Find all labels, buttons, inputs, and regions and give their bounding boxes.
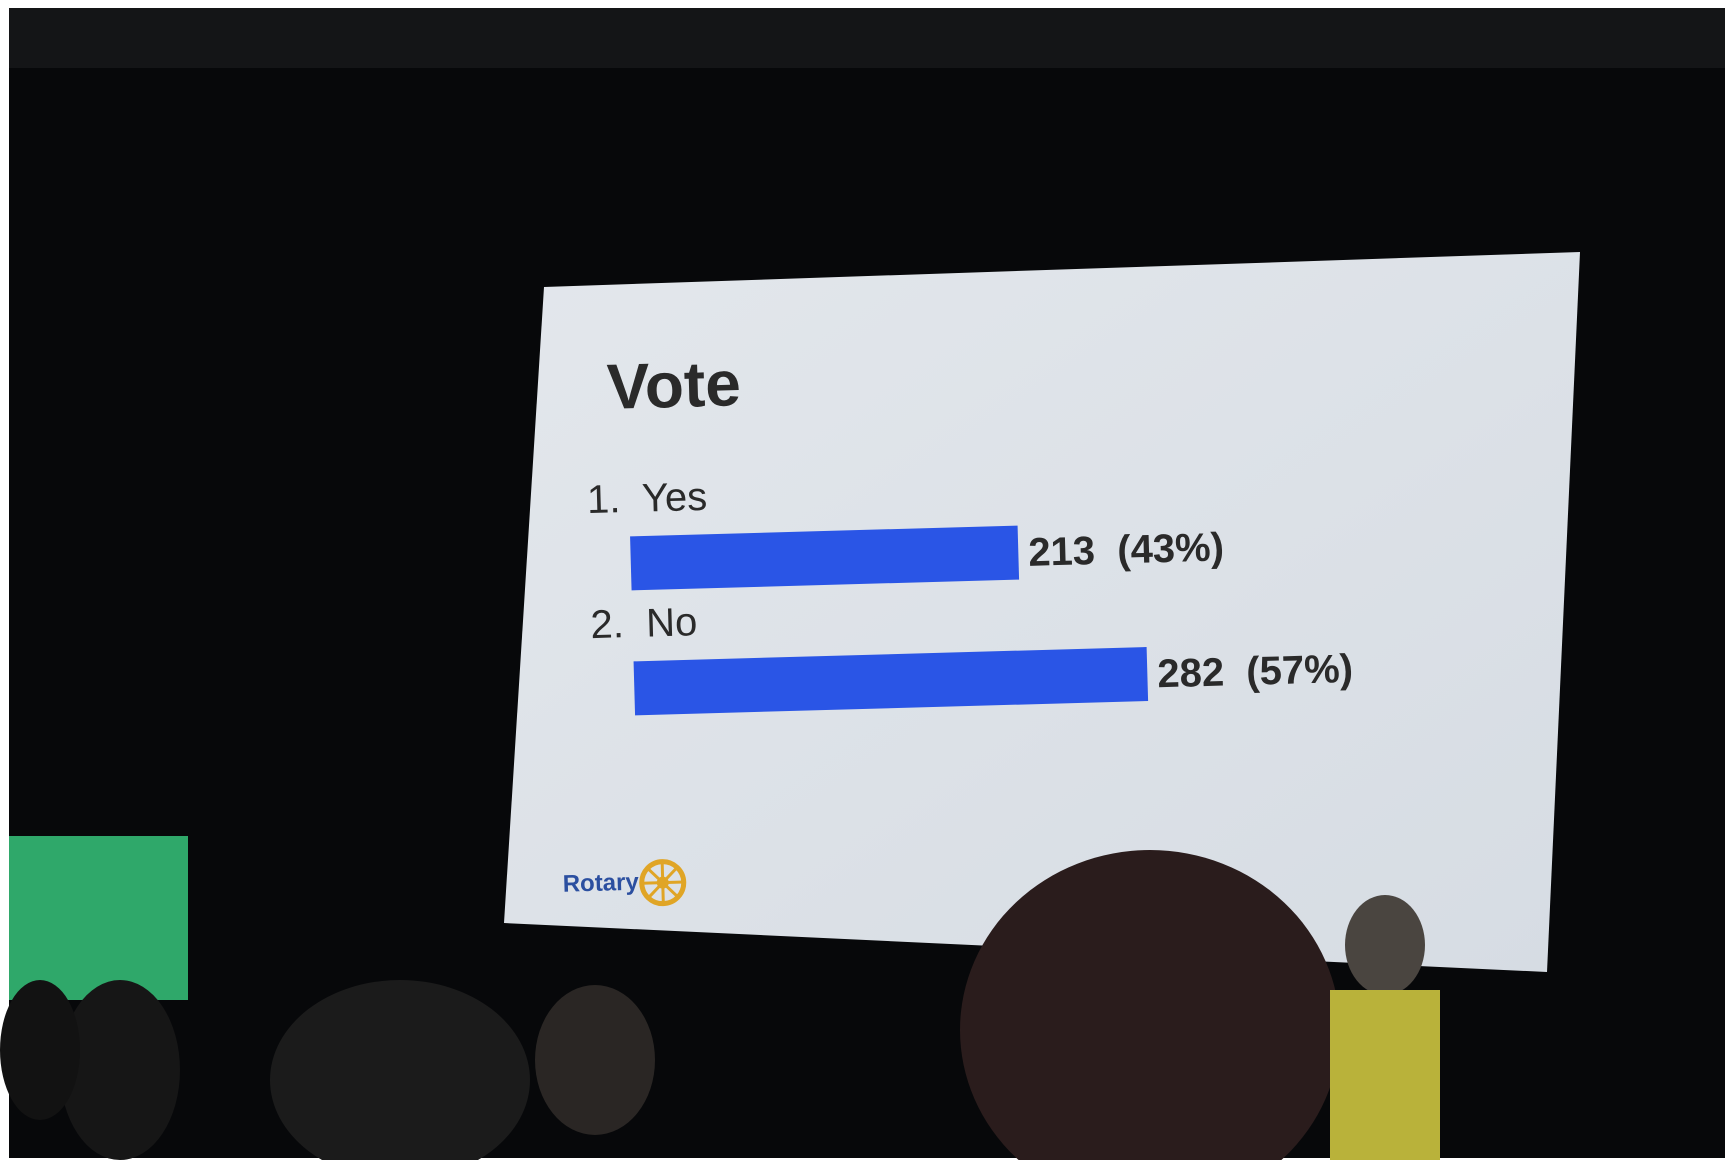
value-label: 213 (43%) (1028, 525, 1225, 574)
category-label: 2. No (590, 600, 698, 647)
page: {"chart_data": {"type": "bar", "title": … (0, 0, 1733, 1160)
logo-text: Rotary (562, 869, 639, 898)
ceiling (9, 8, 1725, 68)
chart-title: Vote (606, 347, 742, 423)
photo: Vote Rotary 1. Yes 213 (43%) 2. No 282 (57%… (0, 0, 1733, 1160)
logo-wheel (641, 861, 684, 904)
value-label: 282 (57%) (1157, 647, 1354, 696)
side-screen (9, 836, 188, 1000)
bar (630, 526, 1019, 591)
category-label: 1. Yes (586, 475, 707, 522)
